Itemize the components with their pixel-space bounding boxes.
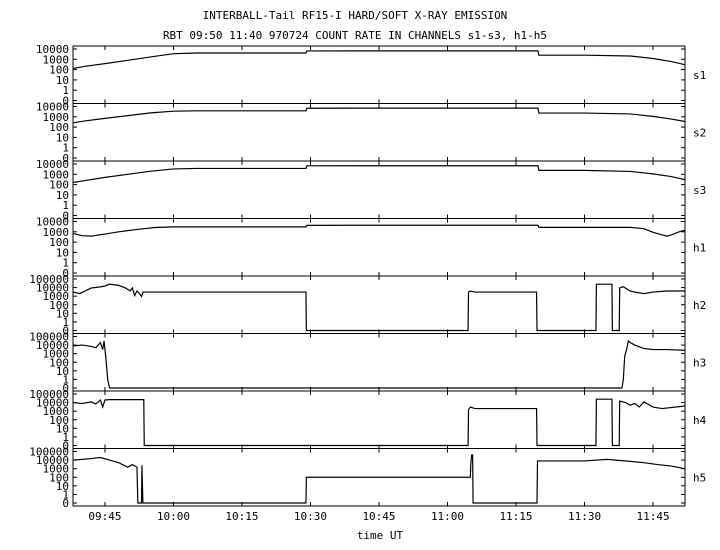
x-tick-label: 10:30 — [294, 510, 327, 523]
x-tick-label: 09:45 — [88, 510, 121, 523]
x-tick-label: 10:00 — [157, 510, 190, 523]
y-tick-label: 10000 — [36, 454, 69, 467]
y-tick-label: 1000 — [43, 290, 70, 303]
channel-label-s2: s2 — [693, 126, 706, 139]
y-tick-label: 10 — [56, 422, 69, 435]
chart-title: INTERBALL-Tail RF15-I HARD/SOFT X-RAY EM… — [203, 9, 508, 22]
y-tick-label: 100 — [49, 64, 69, 77]
panel-frame — [72, 275, 686, 334]
y-tick-label: 10 — [56, 189, 69, 202]
y-tick-label: 1000 — [43, 348, 70, 361]
series-line-h3 — [72, 339, 686, 389]
y-tick-label: 10 — [56, 480, 69, 493]
channel-label-s3: s3 — [693, 184, 706, 197]
series-line-h1 — [72, 224, 686, 237]
x-axis: 09:45 10:00 10:15 10:30 10:45 11:00 11:15 11:30… — [88, 510, 669, 523]
y-tick-label: 1 — [62, 84, 69, 97]
chart-subtitle: RBT 09:50 11:40 970724 COUNT RATE IN CHA… — [163, 29, 547, 42]
x-tick-label: 10:15 — [225, 510, 258, 523]
x-tick-label: 10:45 — [362, 510, 395, 523]
y-tick-label: 0 — [62, 497, 69, 510]
y-tick-label: 10 — [56, 246, 69, 259]
y-tick-label: 10 — [56, 307, 69, 320]
y-tick-label: 100000 — [29, 273, 69, 286]
x-tick-label: 11:30 — [568, 510, 601, 523]
series-line-h5 — [72, 454, 686, 504]
y-tick-label: 1 — [62, 431, 69, 444]
panel-frame — [72, 333, 686, 392]
y-tick-label: 10000 — [36, 339, 69, 352]
series-line-h4 — [72, 398, 686, 447]
x-tick-label: 11:15 — [499, 510, 532, 523]
y-tick-label: 10000 — [36, 216, 69, 229]
x-tick-label: 11:00 — [431, 510, 464, 523]
channel-label-h2: h2 — [693, 299, 706, 312]
channel-label-h3: h3 — [693, 356, 706, 369]
y-tick-label: 1000 — [43, 168, 70, 181]
y-tick-label: 1000 — [43, 405, 70, 418]
y-tick-label: 10 — [56, 74, 69, 87]
y-tick-label: 1000 — [43, 463, 70, 476]
y-tick-label: 100 — [49, 236, 69, 249]
y-tick-label: 1 — [62, 257, 69, 270]
y-tick-label: 1000 — [43, 111, 70, 124]
y-tick-label: 10000 — [36, 282, 69, 295]
y-tick-label: 0 — [62, 267, 69, 280]
y-tick-label: 100 — [49, 471, 69, 484]
y-tick-label: 10000 — [36, 397, 69, 410]
y-tick-label: 1 — [62, 488, 69, 501]
series-line-s2 — [72, 107, 686, 124]
y-tick-label: 0 — [62, 210, 69, 223]
y-tick-label: 1 — [62, 373, 69, 386]
panel-frame — [72, 390, 686, 449]
y-tick-label: 100 — [49, 179, 69, 192]
y-tick-label: 100000 — [29, 446, 69, 459]
x-tick-label: 11:45 — [636, 510, 669, 523]
channel-label-h5: h5 — [693, 471, 706, 484]
series-line-s1 — [72, 50, 686, 70]
channel-label-h4: h4 — [693, 414, 707, 427]
series-line-s3 — [72, 165, 686, 184]
y-tick-label: 100 — [49, 356, 69, 369]
y-tick-label: 0 — [62, 152, 69, 165]
panels-group: 1000010001001010s11000010001001010s21000… — [29, 43, 706, 510]
y-tick-label: 10000 — [36, 101, 69, 114]
y-tick-label: 0 — [62, 440, 69, 453]
y-tick-label: 10 — [56, 131, 69, 144]
y-tick-label: 100 — [49, 299, 69, 312]
y-tick-label: 1 — [62, 316, 69, 329]
y-tick-label: 0 — [62, 382, 69, 395]
y-tick-label: 0 — [62, 95, 69, 108]
y-tick-label: 10000 — [36, 158, 69, 171]
series-line-h2 — [72, 283, 685, 332]
y-tick-label: 100000 — [29, 331, 69, 344]
y-tick-label: 10 — [56, 365, 69, 378]
x-axis-label: time UT — [357, 529, 404, 542]
y-tick-label: 100000 — [29, 388, 69, 401]
channel-label-h1: h1 — [693, 241, 706, 254]
y-tick-label: 1 — [62, 142, 69, 155]
y-tick-label: 0 — [62, 325, 69, 338]
y-tick-label: 10000 — [36, 43, 69, 56]
y-tick-label: 1000 — [43, 226, 70, 239]
y-tick-label: 1 — [62, 199, 69, 212]
y-tick-label: 1000 — [43, 53, 70, 66]
y-tick-label: 100 — [49, 414, 69, 427]
channel-label-s1: s1 — [693, 69, 706, 82]
y-tick-label: 100 — [49, 121, 69, 134]
